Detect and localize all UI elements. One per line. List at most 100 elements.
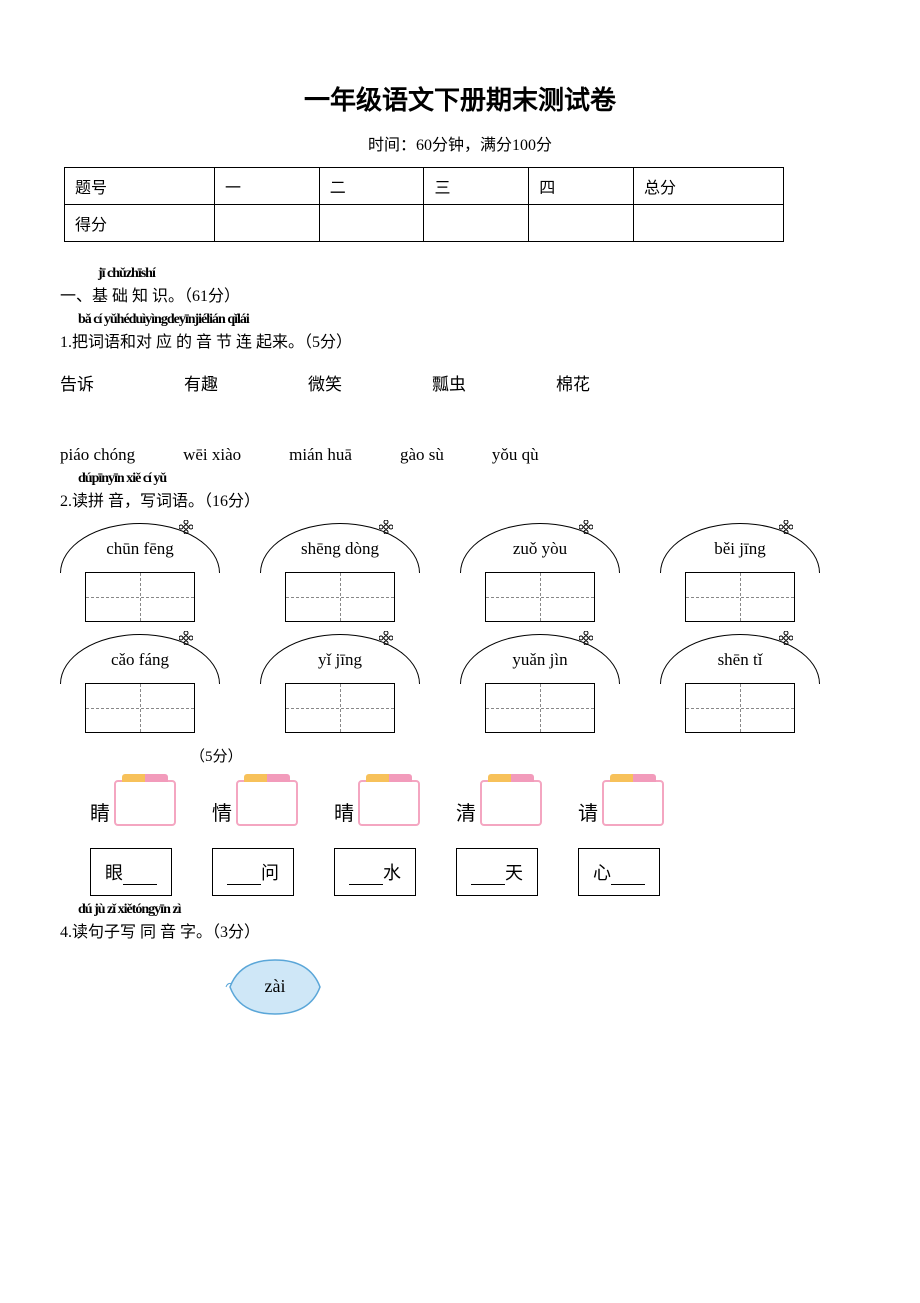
mushroom-pinyin: běi jīng — [714, 539, 765, 559]
section-1-text: 一、基 础 知 识。（61分） — [60, 288, 240, 305]
flower-icon — [779, 631, 793, 645]
mushroom-pinyin: zuǒ yòu — [513, 539, 567, 559]
section-1-pinyin: jī chǔzhīshí — [98, 266, 155, 282]
flower-icon — [179, 520, 193, 534]
q3-char: 情 — [212, 797, 232, 826]
q1-pinyin-item: yǒu qù — [492, 445, 539, 465]
mushroom-box: cǎo fáng — [60, 634, 220, 733]
page-title: 一年级语文下册期末测试卷 — [60, 80, 860, 117]
answer-box[interactable] — [602, 780, 664, 826]
th-col: 三 — [424, 168, 529, 205]
mushroom-box: zuǒ yòu — [460, 523, 620, 622]
q1-pinyin: bǎ cí yǔhéduìyìngdeyīnjiélián qǐlái — [78, 312, 249, 328]
flower-icon — [179, 631, 193, 645]
th-col: 总分 — [633, 168, 783, 205]
q1-word: 有趣 — [184, 370, 218, 395]
mushroom-cap: yuǎn jìn — [460, 634, 620, 684]
q1-words-row: 告诉 有趣 微笑 瓢虫 棉花 — [60, 370, 860, 395]
fill-box[interactable]: 水 — [334, 848, 416, 896]
lemon-icon: zài — [220, 952, 330, 1022]
writing-grid[interactable] — [685, 572, 795, 622]
mushroom-cap: cǎo fáng — [60, 634, 220, 684]
q3-char: 清 — [456, 797, 476, 826]
fill-box[interactable]: 心 — [578, 848, 660, 896]
th-col: 二 — [319, 168, 424, 205]
answer-box[interactable] — [236, 780, 298, 826]
mushroom-cap: shēn tǐ — [660, 634, 820, 684]
table-row: 得分 — [65, 205, 784, 242]
q1-word: 告诉 — [60, 370, 94, 395]
q1-pinyin-row: piáo chóng wēi xiào mián huā gào sù yǒu … — [60, 445, 860, 465]
answer-box[interactable] — [480, 780, 542, 826]
flower-icon — [579, 520, 593, 534]
flower-icon — [379, 520, 393, 534]
score-cell[interactable] — [529, 205, 634, 242]
mushroom-pinyin: chūn fēng — [106, 539, 174, 559]
writing-grid[interactable] — [85, 683, 195, 733]
writing-grid[interactable] — [85, 572, 195, 622]
lemon-shape: zài — [220, 952, 860, 1027]
q1-word: 棉花 — [556, 370, 590, 395]
mushroom-pinyin: shēn tǐ — [718, 650, 763, 670]
q1-pinyin-item: piáo chóng — [60, 445, 135, 465]
answer-box[interactable] — [358, 780, 420, 826]
lemon-text: zài — [265, 976, 286, 996]
score-cell[interactable] — [424, 205, 529, 242]
section-1-heading: jī chǔzhīshí 一、基 础 知 识。（61分） — [60, 282, 860, 306]
q3-char-pair: 睛 — [90, 780, 176, 826]
mushroom-cap: zuǒ yòu — [460, 523, 620, 573]
fill-box[interactable]: 问 — [212, 848, 294, 896]
mushroom-box: chūn fēng — [60, 523, 220, 622]
answer-box[interactable] — [114, 780, 176, 826]
mushroom-pinyin: shēng dòng — [301, 539, 379, 559]
mushroom-box: běi jīng — [660, 523, 820, 622]
writing-grid[interactable] — [285, 683, 395, 733]
th-label: 题号 — [65, 168, 215, 205]
blank-line[interactable] — [611, 867, 645, 885]
blank-line[interactable] — [349, 867, 383, 885]
table-row: 题号 一 二 三 四 总分 — [65, 168, 784, 205]
mushroom-pinyin: yǐ jīng — [318, 650, 362, 670]
fill-box[interactable]: 天 — [456, 848, 538, 896]
q1-word: 微笑 — [308, 370, 342, 395]
flower-icon — [579, 631, 593, 645]
fill-char: 天 — [505, 863, 523, 883]
q4-text: 4.读句子写 同 音 字。（3分） — [60, 924, 260, 941]
score-cell[interactable] — [633, 205, 783, 242]
flower-icon — [379, 631, 393, 645]
mushroom-box: shēng dòng — [260, 523, 420, 622]
q3-char-pair: 请 — [578, 780, 664, 826]
writing-grid[interactable] — [285, 572, 395, 622]
blank-line[interactable] — [123, 867, 157, 885]
th-col: 四 — [529, 168, 634, 205]
mushroom-box: shēn tǐ — [660, 634, 820, 733]
q2-text: 2.读拼 音，写词语。（16分） — [60, 493, 260, 510]
q3-char: 请 — [578, 797, 598, 826]
blank-line[interactable] — [471, 867, 505, 885]
q3-chars-row: 睛 情 晴 清 请 — [90, 780, 860, 826]
q2-row-2: cǎo fáng yǐ jīng yuǎn jìn shēn tǐ — [60, 634, 860, 733]
writing-grid[interactable] — [485, 572, 595, 622]
q3-points: （5分） — [190, 745, 860, 766]
q2-pinyin: dúpīnyīn xiě cí yǔ — [78, 471, 166, 487]
q3-fill-row: 眼 问 水 天 心 — [90, 848, 860, 896]
q2-row-1: chūn fēng shēng dòng zuǒ yòu běi jīng — [60, 523, 860, 622]
fill-box[interactable]: 眼 — [90, 848, 172, 896]
question-1: bǎ cí yǔhéduìyìngdeyīnjiélián qǐlái 1.把词… — [60, 328, 860, 352]
writing-grid[interactable] — [485, 683, 595, 733]
blank-line[interactable] — [227, 867, 261, 885]
q4-pinyin: dú jù zǐ xiětóngyīn zì — [78, 902, 180, 918]
q1-pinyin-item: gào sù — [400, 445, 444, 465]
mushroom-box: yǐ jīng — [260, 634, 420, 733]
q1-text: 1.把词语和对 应 的 音 节 连 起来。（5分） — [60, 334, 352, 351]
fill-char: 水 — [383, 863, 401, 883]
score-cell[interactable] — [319, 205, 424, 242]
question-4: dú jù zǐ xiětóngyīn zì 4.读句子写 同 音 字。（3分） — [60, 918, 860, 942]
score-cell[interactable] — [215, 205, 320, 242]
mushroom-cap: chūn fēng — [60, 523, 220, 573]
q1-pinyin-item: mián huā — [289, 445, 352, 465]
writing-grid[interactable] — [685, 683, 795, 733]
mushroom-pinyin: yuǎn jìn — [512, 650, 567, 670]
score-table: 题号 一 二 三 四 总分 得分 — [64, 167, 784, 242]
q3-char-pair: 清 — [456, 780, 542, 826]
